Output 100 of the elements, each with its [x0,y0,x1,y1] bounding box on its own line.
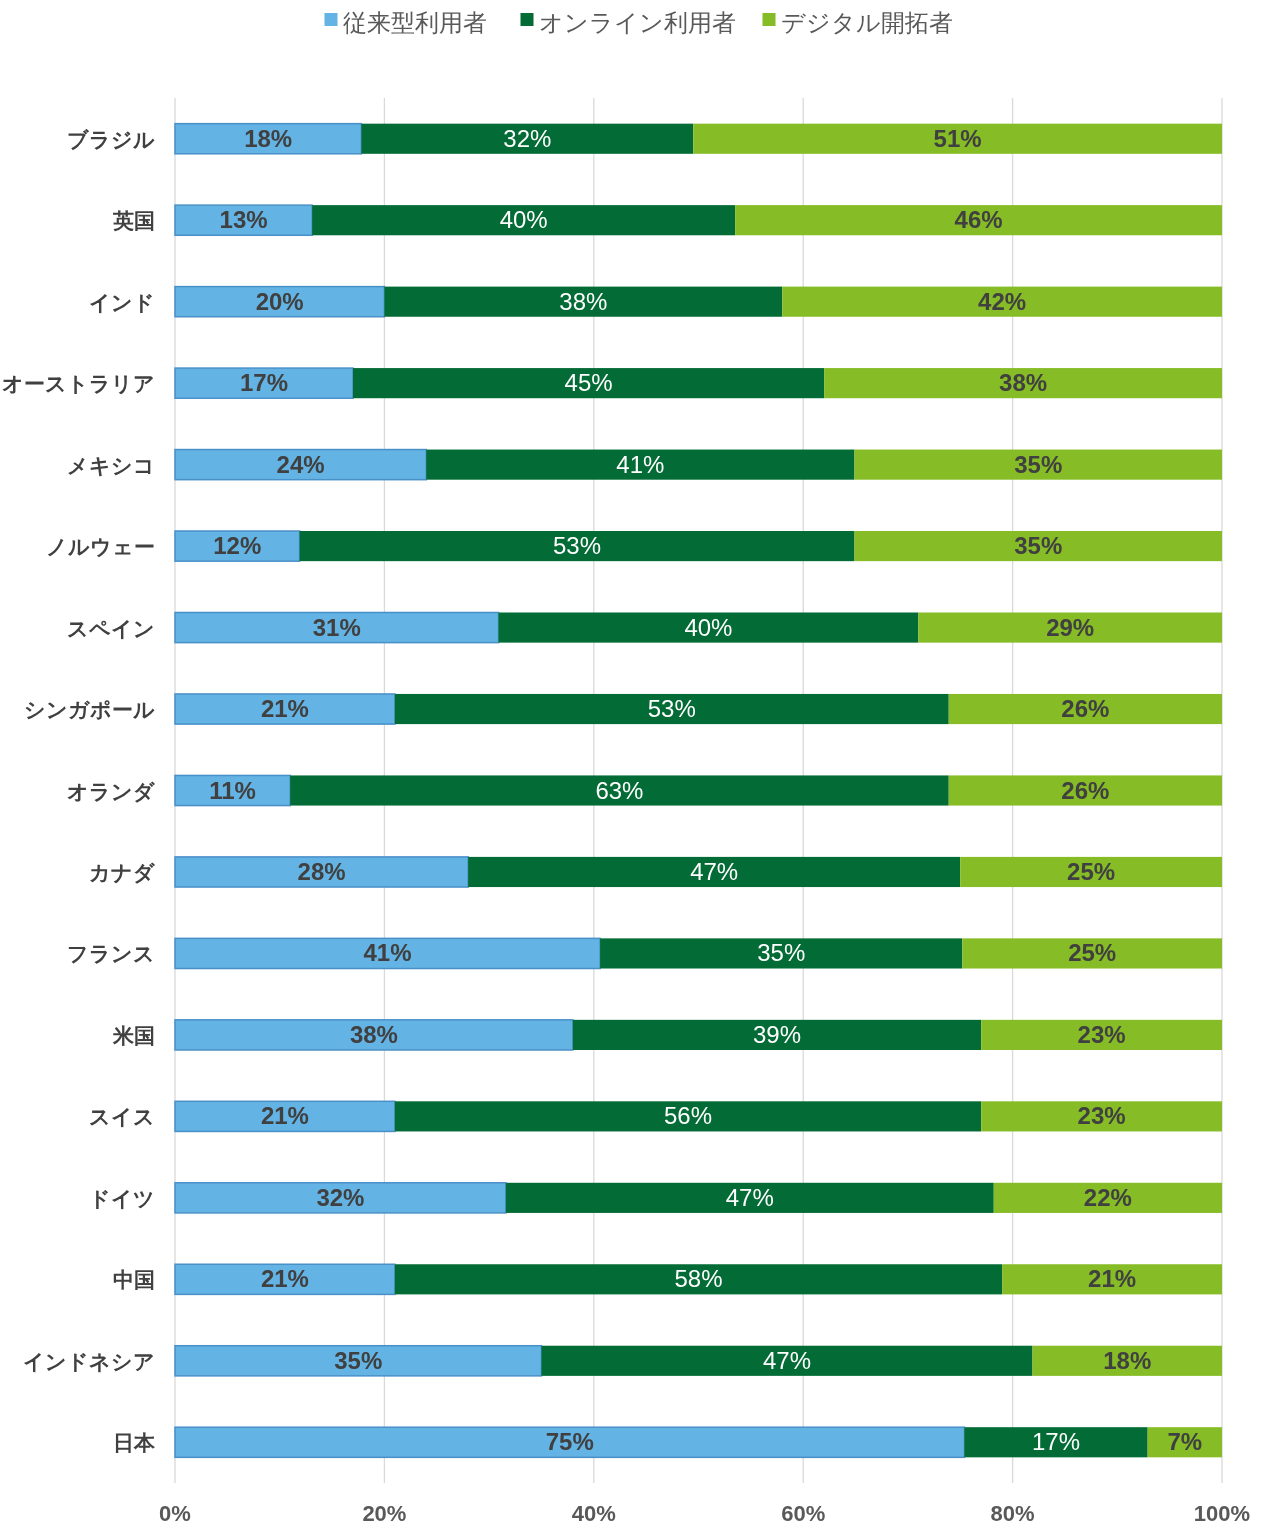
bar [498,612,919,643]
y-tick-label: メキシコ [67,453,155,477]
data-label: 32% [316,1183,365,1211]
data-label: 41% [363,939,412,967]
data-label: 31% [312,613,361,641]
data-label: 13% [219,206,268,234]
bar [981,1019,1222,1050]
data-label: 24% [276,450,325,478]
bar [174,693,396,725]
legend-label: デジタル開拓者 [780,9,953,36]
data-label: 29% [1046,613,1095,641]
bar [948,693,1222,725]
bar [174,1344,543,1377]
data-label: 35% [1014,450,1063,478]
data-label: 32% [503,124,552,152]
data-label: 35% [334,1346,383,1374]
x-tick-label: 20% [362,1501,407,1526]
bar [174,1263,396,1296]
data-label: 46% [954,206,1003,234]
bar [993,1182,1222,1213]
bar [1032,1345,1222,1376]
data-label: 7% [1167,1428,1203,1456]
y-tick-label: カナダ [89,860,155,884]
data-label: 18% [1103,1346,1152,1374]
data-label: 23% [1077,1020,1126,1048]
bar [572,1019,982,1050]
data-label: 26% [1061,776,1110,804]
bar [981,1101,1222,1132]
bar [468,856,961,888]
bar [960,856,1222,888]
y-tick-label: スイス [89,1105,155,1129]
bar [918,612,1222,643]
data-label: 18% [244,124,293,152]
bar [854,449,1222,480]
data-label: 38% [999,369,1048,397]
bar [962,938,1222,969]
bar [290,775,949,806]
data-label: 51% [933,124,982,152]
bar [1002,1264,1222,1295]
data-label: 25% [1067,857,1116,885]
bar [854,531,1222,562]
data-label: 21% [1088,1265,1137,1293]
data-label: 12% [213,532,262,560]
data-label: 47% [690,857,739,885]
data-label: 75% [545,1428,594,1456]
bar [361,123,694,154]
bar [352,368,825,399]
data-label: 22% [1083,1183,1132,1211]
legend-label: 従来型利用者 [342,9,487,36]
y-tick-label: 米国 [112,1023,155,1047]
bar [174,204,313,237]
bar [394,693,949,725]
bar [174,448,428,481]
y-tick-label: 中国 [113,1268,155,1292]
y-tick-label: スペイン [67,616,155,640]
bar [312,205,736,236]
data-label: 17% [239,369,289,397]
bar [174,122,363,155]
bar [299,531,855,562]
data-label: 25% [1068,939,1117,967]
data-label: 38% [559,287,608,315]
data-label: 45% [564,369,613,397]
data-label: 41% [616,450,665,478]
data-label: 58% [674,1265,723,1293]
bar [824,368,1222,399]
data-label: 20% [255,287,304,315]
data-label: 56% [664,1102,713,1130]
data-label: 21% [260,1102,309,1130]
bar [600,938,963,969]
bar [174,937,601,970]
x-tick-label: 40% [571,1501,616,1526]
data-label: 53% [647,695,696,723]
data-label: 26% [1061,695,1110,723]
bar [735,205,1222,236]
data-label: 40% [499,206,548,234]
x-tick-label: 80% [990,1501,1035,1526]
legend-label: オンライン利用者 [538,9,736,36]
bar [174,367,354,399]
x-tick-label: 60% [781,1501,826,1526]
bar [174,285,386,318]
bar [174,856,469,888]
data-label: 42% [978,287,1027,315]
data-label: 23% [1077,1102,1126,1130]
bar [394,1101,982,1132]
y-tick-label: ドイツ [89,1186,155,1210]
data-label: 47% [725,1183,774,1211]
bar [384,286,783,317]
x-tick-label: 100% [1193,1501,1251,1526]
bar [693,123,1222,154]
bar [174,611,500,644]
bar [174,1019,574,1051]
bar [964,1427,1148,1458]
x-tick-label: 0% [159,1501,191,1526]
bar [505,1182,994,1213]
y-tick-label: フランス [67,942,155,966]
y-tick-label: ノルウェー [46,535,155,559]
bar [394,1264,1003,1295]
bar [174,1426,966,1459]
bar [948,775,1222,806]
bar [174,1182,507,1214]
